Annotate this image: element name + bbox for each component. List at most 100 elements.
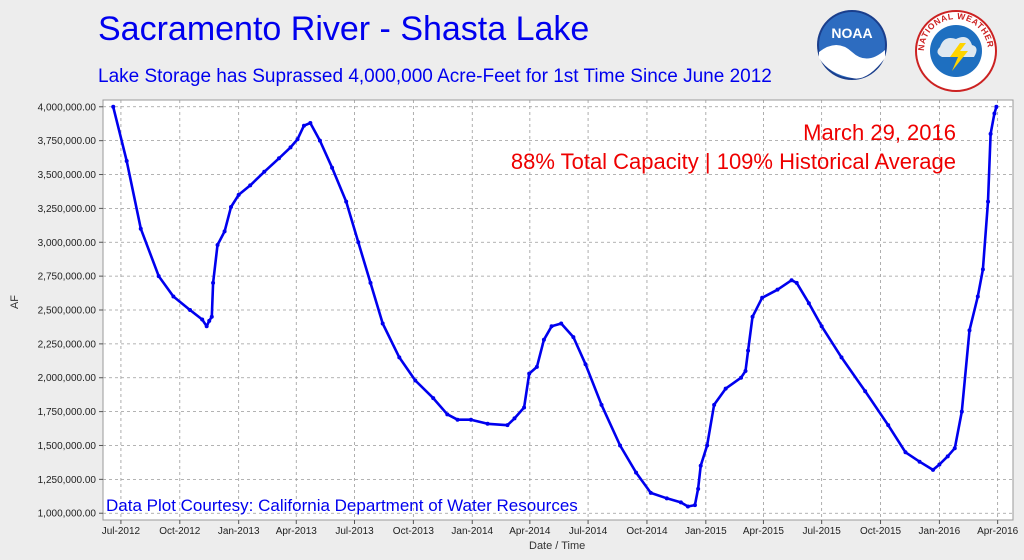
gridlines [103,100,1013,520]
data-point [931,467,936,472]
data-point [992,111,997,116]
y-tick-label: 3,750,000.00 [38,136,97,147]
data-point [368,280,373,285]
data-point [994,104,999,109]
data-point [819,324,824,329]
data-point [678,500,683,505]
data-point [171,294,176,299]
x-tick-label: Jul-2015 [802,526,841,537]
annotation-date: March 29, 2016 [803,120,956,145]
data-point [975,294,980,299]
data-point [634,470,639,475]
x-tick-label: Apr-2014 [509,526,551,537]
data-point [262,169,267,174]
x-tick-label: Apr-2016 [977,526,1019,537]
data-courtesy: Data Plot Courtesy: California Departmen… [106,496,578,515]
data-point [618,443,623,448]
data-point [839,355,844,360]
x-tick-label: Oct-2012 [159,526,201,537]
data-point [445,412,450,417]
data-point [431,396,436,401]
chart-subtitle: Lake Storage has Suprassed 4,000,000 Acr… [98,66,772,87]
data-point [380,321,385,326]
data-point [276,156,281,161]
data-point [698,463,703,468]
x-tick-label: Jul-2012 [102,526,141,537]
data-point [308,121,313,126]
data-point [789,278,794,283]
data-point [988,131,993,136]
series-points [111,104,999,509]
data-point [522,405,527,410]
data-point [301,123,306,128]
data-point [397,355,402,360]
y-tick-label: 3,250,000.00 [38,204,97,215]
x-tick-label: Oct-2013 [393,526,435,537]
data-point [806,301,811,306]
data-point [986,199,991,204]
data-point [534,364,539,369]
x-tick-label: Jul-2013 [335,526,374,537]
data-point [207,318,212,323]
y-tick-label: 1,500,000.00 [38,441,97,452]
x-tick-label: Jan-2015 [685,526,727,537]
y-tick-label: 2,500,000.00 [38,306,97,317]
data-point [215,242,220,247]
data-point [295,137,300,142]
y-tick-label: 1,000,000.00 [38,509,97,520]
data-point [344,199,349,204]
noaa-logo-icon: NOAA [817,10,887,80]
data-point [211,280,216,285]
data-point [705,443,710,448]
data-point [583,362,588,367]
data-point [559,321,564,326]
data-point [937,462,942,467]
y-tick-label: 2,250,000.00 [38,339,97,350]
x-tick-label: Apr-2015 [743,526,785,537]
x-tick-label: Jan-2013 [218,526,260,537]
data-point [468,417,473,422]
y-tick-label: 2,000,000.00 [38,373,97,384]
data-point [917,459,922,464]
data-point [228,205,233,210]
y-axis: 1,000,000.00 1,250,000.00 1,500,000.00 1,75… [38,102,103,520]
data-point [485,421,490,426]
data-point [599,402,604,407]
data-point [743,368,748,373]
data-point [696,486,701,491]
data-point [527,371,532,376]
x-axis-label: Date / Time [529,540,586,552]
y-tick-label: 1,250,000.00 [38,475,97,486]
x-tick-label: Jan-2014 [451,526,493,537]
y-axis-label: AF [9,294,22,310]
data-point [746,348,751,353]
data-point [156,274,161,279]
data-point [512,416,517,421]
data-point [138,226,143,231]
data-point [775,287,780,292]
data-point [685,504,690,509]
data-point [692,503,697,508]
data-point [664,496,669,501]
x-axis: Jul-2012 Oct-2012 Jan-2013 Apr-2013 Jul-2013… [102,520,1019,537]
data-point [952,446,957,451]
data-point [288,145,293,150]
data-point [959,409,964,414]
data-point [903,450,908,455]
data-point [967,328,972,333]
data-point [356,240,361,245]
data-point [124,158,129,163]
data-point [505,423,510,428]
x-tick-label: Jul-2014 [569,526,608,537]
data-point [886,423,891,428]
data-point [248,183,253,188]
data-point [222,229,227,234]
y-tick-label: 3,000,000.00 [38,238,97,249]
x-tick-label: Apr-2013 [276,526,318,537]
noaa-logo-text: NOAA [831,25,872,41]
data-point [236,192,241,197]
y-tick-label: 1,750,000.00 [38,407,97,418]
data-point [549,324,554,329]
data-point [945,454,950,459]
x-tick-label: Jan-2016 [919,526,961,537]
